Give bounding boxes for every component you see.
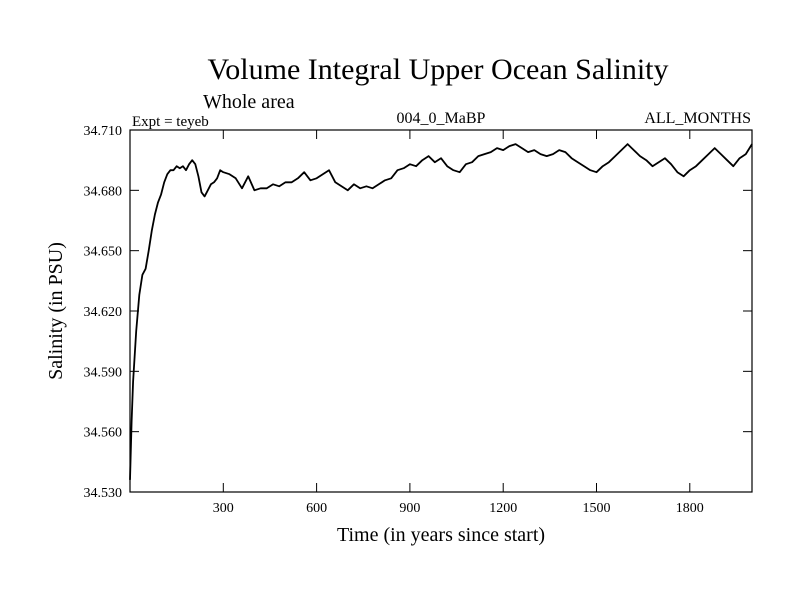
y-tick-label: 34.650 xyxy=(84,245,123,260)
run-label: 004_0_MaBP xyxy=(397,110,486,127)
x-tick-label: 1800 xyxy=(676,501,704,516)
chart-title: Volume Integral Upper Ocean Salinity xyxy=(208,53,669,86)
y-tick-label: 34.710 xyxy=(84,124,123,139)
chart-subtitle: Whole area xyxy=(203,91,295,113)
x-tick-label: 600 xyxy=(306,501,327,516)
plot-area: 300 600 900 1200 1500 1800 34.530 34.560 34.590 3… xyxy=(84,124,753,516)
x-axis-label: Time (in years since start) xyxy=(337,524,545,546)
y-tick-label: 34.590 xyxy=(84,365,123,380)
x-tick-label: 300 xyxy=(213,501,234,516)
y-tick-label: 34.530 xyxy=(84,486,123,501)
season-label: ALL_MONTHS xyxy=(644,110,751,127)
y-tick-label: 34.560 xyxy=(84,426,123,441)
experiment-label: Expt = teyeb xyxy=(132,114,209,130)
series-line-salinity xyxy=(129,143,753,480)
y-tick-label: 34.680 xyxy=(84,184,123,199)
x-tick-label: 900 xyxy=(399,501,420,516)
y-axis-label: Salinity (in PSU) xyxy=(45,242,67,380)
plot-frame xyxy=(129,129,753,493)
x-tick-label: 1200 xyxy=(489,501,517,516)
y-tick-label: 34.620 xyxy=(84,305,123,320)
x-tick-label: 1500 xyxy=(583,501,611,516)
